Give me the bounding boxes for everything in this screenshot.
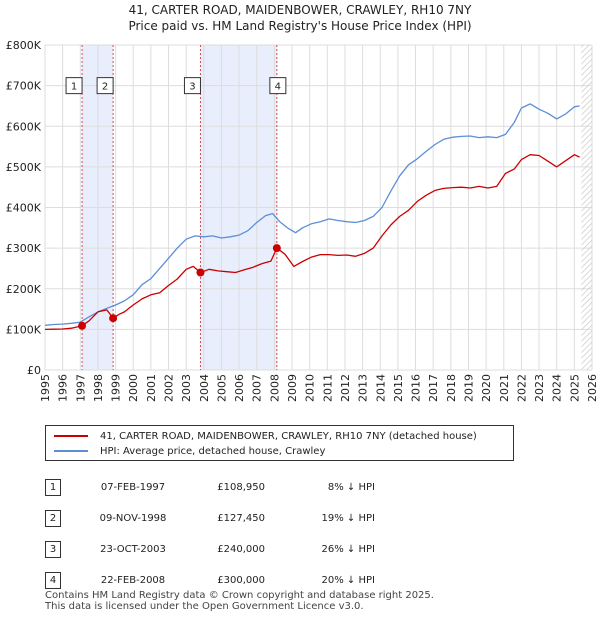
x-tick-label: 2004 bbox=[198, 374, 211, 402]
transaction-number: 4 bbox=[45, 572, 61, 589]
x-tick-label: 2020 bbox=[480, 374, 493, 402]
sale-2-marker bbox=[96, 77, 114, 95]
x-tick-label: 2013 bbox=[357, 374, 370, 402]
x-tick-label: 2006 bbox=[233, 374, 246, 402]
transaction-date: 22-FEB-2008 bbox=[100, 575, 166, 586]
transaction-hpi-relation: 26% ↓ HPI bbox=[321, 544, 375, 555]
sale-3-point bbox=[196, 268, 205, 277]
x-tick-label: 2019 bbox=[462, 374, 475, 402]
transaction-date: 07-FEB-1997 bbox=[100, 482, 166, 493]
x-tick-label: 1998 bbox=[92, 374, 105, 402]
y-tick-label: £800K bbox=[6, 39, 42, 52]
transaction-date: 09-NOV-1998 bbox=[99, 513, 167, 524]
legend-swatch-hpi bbox=[54, 450, 88, 452]
y-tick-label: £300K bbox=[6, 242, 42, 255]
x-tick-label: 2002 bbox=[163, 374, 176, 402]
y-tick-label: £500K bbox=[6, 161, 42, 174]
x-tick-label: 2014 bbox=[374, 374, 387, 402]
legend-label-hpi: HPI: Average price, detached house, Craw… bbox=[100, 445, 326, 457]
x-tick-label: 2001 bbox=[145, 374, 158, 402]
y-tick-label: £600K bbox=[6, 120, 42, 133]
footer-licence: This data is licensed under the Open Gov… bbox=[45, 601, 364, 612]
x-tick-label: 2021 bbox=[498, 374, 511, 402]
transaction-number: 2 bbox=[45, 510, 61, 527]
x-tick-label: 2008 bbox=[268, 374, 281, 402]
x-tick-label: 2010 bbox=[304, 374, 317, 402]
x-tick-label: 2015 bbox=[392, 374, 405, 402]
sale-2-marker-label: 2 bbox=[102, 82, 108, 93]
y-tick-label: £0 bbox=[27, 364, 41, 377]
legend-swatch-property bbox=[54, 435, 88, 437]
transaction-row: 4 22-FEB-2008 £300,000 20% ↓ HPI bbox=[45, 565, 375, 596]
transaction-hpi-relation: 19% ↓ HPI bbox=[321, 513, 375, 524]
sale-1-marker-label: 1 bbox=[71, 82, 77, 93]
x-tick-label: 2025 bbox=[568, 374, 581, 402]
legend-item-property: 41, CARTER ROAD, MAIDENBOWER, CRAWLEY, R… bbox=[54, 429, 477, 443]
chart-legend: 41, CARTER ROAD, MAIDENBOWER, CRAWLEY, R… bbox=[45, 425, 514, 461]
x-tick-label: 2005 bbox=[215, 374, 228, 402]
property-price-line bbox=[44, 154, 580, 331]
x-tick-label: 2026 bbox=[586, 374, 599, 402]
x-tick-label: 2011 bbox=[321, 374, 334, 402]
transaction-number: 3 bbox=[45, 541, 61, 558]
x-tick-label: 2009 bbox=[286, 374, 299, 402]
x-tick-label: 2022 bbox=[515, 374, 528, 402]
y-tick-label: £700K bbox=[6, 80, 42, 93]
x-tick-label: 1997 bbox=[74, 374, 87, 402]
transaction-hpi-relation: 20% ↓ HPI bbox=[321, 575, 375, 586]
y-tick-label: £200K bbox=[6, 283, 42, 296]
x-tick-label: 1999 bbox=[110, 374, 123, 402]
footer-copyright: Contains HM Land Registry data © Crown c… bbox=[45, 590, 434, 601]
x-tick-label: 1996 bbox=[57, 374, 70, 402]
x-tick-label: 2017 bbox=[427, 374, 440, 402]
sale-1-point bbox=[78, 321, 87, 330]
chart-title: 41, CARTER ROAD, MAIDENBOWER, CRAWLEY, R… bbox=[128, 3, 472, 17]
transaction-row: 1 07-FEB-1997 £108,950 8% ↓ HPI bbox=[45, 472, 375, 503]
transaction-date: 23-OCT-2003 bbox=[100, 544, 166, 555]
transaction-price: £300,000 bbox=[217, 575, 265, 586]
x-tick-label: 2018 bbox=[445, 374, 458, 402]
price-chart: 1 2 3 4 £0 £100K £200K £300K £400K £500K £600K £70… bbox=[6, 39, 599, 402]
sale-4-marker bbox=[269, 77, 287, 95]
legend-label-property: 41, CARTER ROAD, MAIDENBOWER, CRAWLEY, R… bbox=[100, 430, 477, 442]
sale-4-marker-label: 4 bbox=[275, 82, 281, 93]
transaction-row: 3 23-OCT-2003 £240,000 26% ↓ HPI bbox=[45, 534, 375, 565]
future-hatch bbox=[581, 45, 592, 370]
footer: Contains HM Land Registry data © Crown c… bbox=[45, 590, 434, 612]
x-tick-label: 2000 bbox=[127, 374, 140, 402]
chart-subtitle: Price paid vs. HM Land Registry's House … bbox=[128, 19, 472, 33]
x-tick-label: 1995 bbox=[39, 374, 52, 402]
sale-2-point bbox=[109, 314, 118, 323]
hpi-line bbox=[44, 103, 580, 326]
sale-3-marker bbox=[183, 77, 201, 95]
sale-1-marker bbox=[65, 77, 83, 95]
transaction-hpi-relation: 8% ↓ HPI bbox=[327, 482, 375, 493]
sale-3-marker-label: 3 bbox=[189, 82, 195, 93]
sale-4-point bbox=[272, 244, 281, 253]
x-tick-label: 2007 bbox=[251, 374, 264, 402]
y-tick-label: £100K bbox=[6, 323, 42, 336]
transaction-price: £240,000 bbox=[217, 544, 265, 555]
transaction-price: £127,450 bbox=[217, 513, 265, 524]
x-tick-label: 2023 bbox=[533, 374, 546, 402]
x-tick-label: 2012 bbox=[339, 374, 352, 402]
transaction-number: 1 bbox=[45, 479, 61, 496]
transaction-price: £108,950 bbox=[217, 482, 265, 493]
x-tick-label: 2016 bbox=[410, 374, 423, 402]
y-tick-label: £400K bbox=[6, 202, 42, 215]
transaction-row: 2 09-NOV-1998 £127,450 19% ↓ HPI bbox=[45, 503, 375, 534]
x-tick-label: 2024 bbox=[551, 374, 564, 402]
legend-item-hpi: HPI: Average price, detached house, Craw… bbox=[54, 444, 325, 458]
transactions-table: 1 07-FEB-1997 £108,950 8% ↓ HPI 2 09-NOV-1998… bbox=[45, 472, 375, 596]
x-tick-label: 2003 bbox=[180, 374, 193, 402]
